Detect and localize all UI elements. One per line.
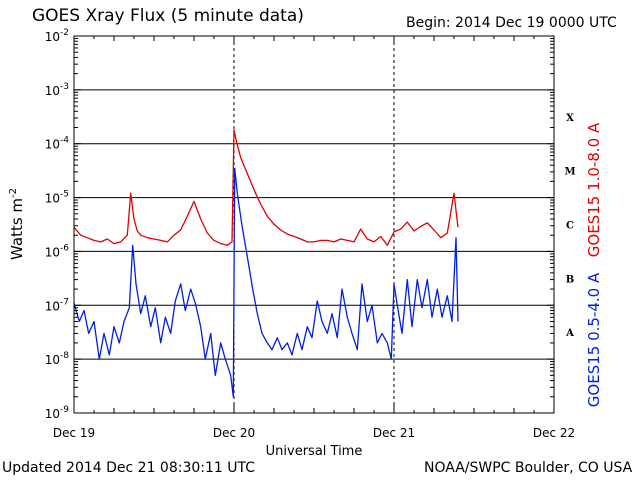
- y-axis-label: Watts m-2: [8, 188, 26, 260]
- y-tick-label: 10-5: [45, 190, 69, 206]
- flare-class-label: M: [564, 167, 575, 178]
- plot-frame: [73, 35, 555, 414]
- y-tick-label: 10-6: [45, 243, 70, 259]
- series-line-short: [73, 167, 459, 398]
- y-tick-exponent: -4: [60, 136, 69, 146]
- y-axis-label-exponent: -2: [8, 188, 19, 198]
- flare-class-label: B: [566, 274, 574, 285]
- y-tick-label: 10-2: [45, 28, 69, 44]
- grid-lines: [74, 36, 554, 413]
- y-tick-exponent: -3: [60, 82, 69, 92]
- y-tick-exponent: -8: [60, 351, 69, 361]
- begin-time: Begin: 2014 Dec 19 0000 UTC: [406, 15, 617, 31]
- updated-timestamp: Updated 2014 Dec 21 08:30:11 UTC: [2, 460, 256, 476]
- legend-entry-short: GOES15 0.5-4.0 A: [585, 272, 603, 407]
- x-axis-label: Universal Time: [266, 444, 363, 459]
- flare-class-label: X: [566, 113, 574, 124]
- y-tick-exponent: -9: [60, 405, 69, 415]
- x-tick-label: Dec 22: [533, 426, 575, 440]
- y-tick-exponent: -5: [60, 190, 69, 200]
- chart-title: GOES Xray Flux (5 minute data): [32, 6, 304, 26]
- x-tick-label: Dec 19: [53, 426, 95, 440]
- y-tick-label: 10-3: [45, 82, 69, 98]
- y-tick-label: 10-9: [45, 405, 70, 421]
- series-layer: [73, 129, 459, 398]
- flare-class-label: C: [566, 221, 574, 232]
- x-ticks: Dec 19 Dec 20 Dec 21 Dec 22: [53, 36, 575, 440]
- legend-entry-long: GOES15 1.0-8.0 A: [585, 122, 603, 257]
- y-tick-label: 10-7: [45, 297, 69, 313]
- x-tick-label: Dec 20: [213, 426, 255, 440]
- y-tick-label: 10-8: [45, 351, 70, 367]
- series-line-long: [73, 129, 459, 246]
- flare-class-label: A: [565, 328, 574, 339]
- y-tick-label: 10-4: [45, 136, 70, 152]
- x-tick-label: Dec 21: [373, 426, 415, 440]
- y-tick-exponent: -2: [60, 28, 69, 38]
- y-tick-exponent: -6: [60, 243, 69, 253]
- y-ticks: 10-9 10-8 10-7 10-6 10-5 10-4 10-3 10-2: [45, 28, 554, 421]
- y-tick-exponent: -7: [60, 297, 69, 307]
- credit-text: NOAA/SWPC Boulder, CO USA: [424, 460, 633, 476]
- flare-class-labels: A B C M X: [564, 113, 575, 339]
